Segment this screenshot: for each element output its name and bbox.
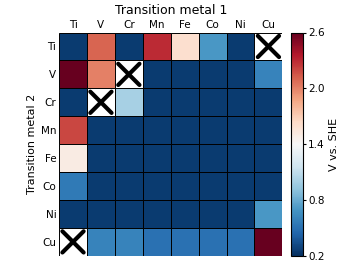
Bar: [115, 172, 143, 200]
Bar: [143, 144, 171, 172]
Y-axis label: V vs. SHE: V vs. SHE: [329, 118, 339, 171]
Bar: [198, 32, 227, 60]
Bar: [255, 200, 282, 228]
Bar: [87, 116, 115, 144]
Bar: [171, 88, 198, 116]
Bar: [171, 144, 198, 172]
Bar: [143, 116, 171, 144]
Bar: [143, 88, 171, 116]
Bar: [171, 200, 198, 228]
Bar: [87, 200, 115, 228]
Bar: [171, 116, 198, 144]
Bar: [87, 144, 115, 172]
Bar: [115, 116, 143, 144]
Bar: [59, 116, 87, 144]
Bar: [59, 172, 87, 200]
Bar: [255, 172, 282, 200]
Bar: [87, 228, 115, 256]
Bar: [87, 60, 115, 88]
Bar: [87, 32, 115, 60]
Bar: [171, 32, 198, 60]
Bar: [198, 172, 227, 200]
Bar: [115, 32, 143, 60]
Bar: [115, 88, 143, 116]
Bar: [255, 88, 282, 116]
Bar: [198, 88, 227, 116]
Bar: [255, 228, 282, 256]
Bar: [227, 172, 255, 200]
Bar: [59, 32, 87, 60]
Bar: [227, 228, 255, 256]
Bar: [143, 60, 171, 88]
Bar: [227, 60, 255, 88]
Bar: [227, 88, 255, 116]
Bar: [227, 144, 255, 172]
Bar: [171, 172, 198, 200]
Bar: [227, 116, 255, 144]
Bar: [115, 228, 143, 256]
Y-axis label: Transition metal 2: Transition metal 2: [26, 94, 36, 194]
Bar: [198, 144, 227, 172]
Bar: [255, 116, 282, 144]
Bar: [198, 60, 227, 88]
Bar: [115, 200, 143, 228]
Bar: [171, 228, 198, 256]
Bar: [198, 200, 227, 228]
Bar: [59, 144, 87, 172]
Bar: [87, 172, 115, 200]
Bar: [115, 144, 143, 172]
Bar: [59, 60, 87, 88]
Bar: [227, 200, 255, 228]
Title: Transition metal 1: Transition metal 1: [115, 4, 227, 17]
Bar: [59, 228, 87, 256]
Bar: [115, 60, 143, 88]
Bar: [198, 116, 227, 144]
Bar: [59, 200, 87, 228]
Bar: [171, 60, 198, 88]
Bar: [59, 88, 87, 116]
Bar: [143, 172, 171, 200]
Bar: [255, 144, 282, 172]
Bar: [143, 228, 171, 256]
Bar: [143, 200, 171, 228]
Bar: [227, 32, 255, 60]
Bar: [255, 32, 282, 60]
Bar: [198, 228, 227, 256]
Bar: [143, 32, 171, 60]
Bar: [255, 60, 282, 88]
Bar: [87, 88, 115, 116]
